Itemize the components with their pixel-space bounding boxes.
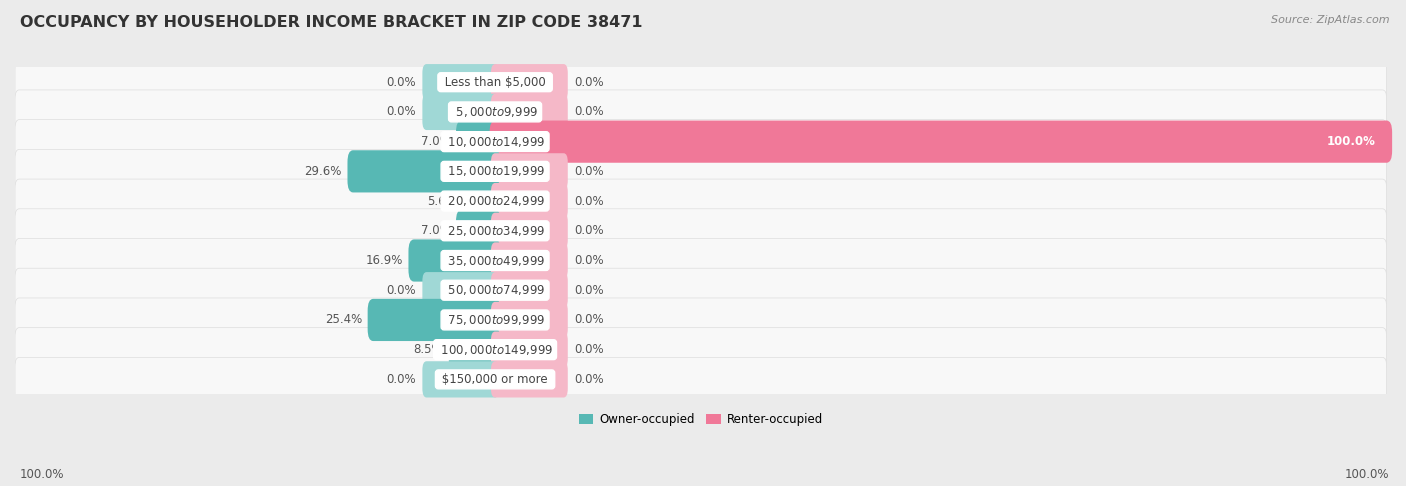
Text: 0.0%: 0.0% [385, 373, 416, 386]
Text: 100.0%: 100.0% [1327, 135, 1375, 148]
FancyBboxPatch shape [489, 121, 1392, 163]
Text: $35,000 to $49,999: $35,000 to $49,999 [444, 254, 546, 267]
FancyBboxPatch shape [15, 179, 1386, 223]
FancyBboxPatch shape [449, 329, 501, 371]
FancyBboxPatch shape [15, 120, 1386, 164]
FancyBboxPatch shape [15, 239, 1386, 282]
Legend: Owner-occupied, Renter-occupied: Owner-occupied, Renter-occupied [574, 408, 827, 431]
FancyBboxPatch shape [15, 268, 1386, 312]
FancyBboxPatch shape [491, 302, 568, 338]
Text: $75,000 to $99,999: $75,000 to $99,999 [444, 313, 546, 327]
Text: 29.6%: 29.6% [305, 165, 342, 178]
Text: 0.0%: 0.0% [575, 105, 605, 119]
Text: $10,000 to $14,999: $10,000 to $14,999 [444, 135, 546, 149]
FancyBboxPatch shape [347, 150, 501, 192]
FancyBboxPatch shape [491, 213, 568, 249]
FancyBboxPatch shape [422, 272, 499, 308]
FancyBboxPatch shape [422, 64, 499, 100]
Text: 0.0%: 0.0% [385, 105, 416, 119]
Text: $15,000 to $19,999: $15,000 to $19,999 [444, 164, 546, 178]
FancyBboxPatch shape [491, 243, 568, 278]
Text: 0.0%: 0.0% [575, 284, 605, 297]
FancyBboxPatch shape [422, 94, 499, 130]
Text: $100,000 to $149,999: $100,000 to $149,999 [437, 343, 554, 357]
Text: 100.0%: 100.0% [1344, 468, 1389, 481]
FancyBboxPatch shape [491, 64, 568, 100]
Text: 0.0%: 0.0% [575, 373, 605, 386]
Text: 8.5%: 8.5% [413, 343, 443, 356]
Text: 0.0%: 0.0% [575, 254, 605, 267]
FancyBboxPatch shape [491, 331, 568, 368]
FancyBboxPatch shape [15, 60, 1386, 104]
FancyBboxPatch shape [15, 328, 1386, 372]
FancyBboxPatch shape [491, 361, 568, 398]
FancyBboxPatch shape [409, 240, 501, 281]
Text: 0.0%: 0.0% [385, 284, 416, 297]
Text: $50,000 to $74,999: $50,000 to $74,999 [444, 283, 546, 297]
Text: 0.0%: 0.0% [575, 76, 605, 89]
Text: 16.9%: 16.9% [366, 254, 404, 267]
FancyBboxPatch shape [15, 90, 1386, 134]
Text: 0.0%: 0.0% [385, 76, 416, 89]
FancyBboxPatch shape [456, 121, 501, 163]
Text: 0.0%: 0.0% [575, 165, 605, 178]
FancyBboxPatch shape [15, 298, 1386, 342]
Text: Source: ZipAtlas.com: Source: ZipAtlas.com [1271, 15, 1389, 25]
FancyBboxPatch shape [15, 149, 1386, 193]
Text: 0.0%: 0.0% [575, 343, 605, 356]
Text: 0.0%: 0.0% [575, 194, 605, 208]
FancyBboxPatch shape [367, 299, 501, 341]
Text: $150,000 or more: $150,000 or more [439, 373, 551, 386]
FancyBboxPatch shape [491, 183, 568, 219]
Text: OCCUPANCY BY HOUSEHOLDER INCOME BRACKET IN ZIP CODE 38471: OCCUPANCY BY HOUSEHOLDER INCOME BRACKET … [20, 15, 643, 30]
Text: Less than $5,000: Less than $5,000 [441, 76, 550, 89]
FancyBboxPatch shape [422, 361, 499, 398]
Text: 25.4%: 25.4% [325, 313, 363, 327]
Text: 7.0%: 7.0% [420, 224, 450, 237]
Text: 0.0%: 0.0% [575, 224, 605, 237]
Text: $25,000 to $34,999: $25,000 to $34,999 [444, 224, 546, 238]
Text: $20,000 to $24,999: $20,000 to $24,999 [444, 194, 546, 208]
Text: 5.6%: 5.6% [427, 194, 457, 208]
Text: 0.0%: 0.0% [575, 313, 605, 327]
Text: 100.0%: 100.0% [20, 468, 65, 481]
FancyBboxPatch shape [491, 153, 568, 190]
FancyBboxPatch shape [491, 94, 568, 130]
FancyBboxPatch shape [491, 272, 568, 308]
FancyBboxPatch shape [456, 209, 501, 252]
Text: $5,000 to $9,999: $5,000 to $9,999 [451, 105, 538, 119]
FancyBboxPatch shape [463, 180, 501, 222]
FancyBboxPatch shape [15, 357, 1386, 401]
FancyBboxPatch shape [15, 209, 1386, 253]
Text: 7.0%: 7.0% [420, 135, 450, 148]
